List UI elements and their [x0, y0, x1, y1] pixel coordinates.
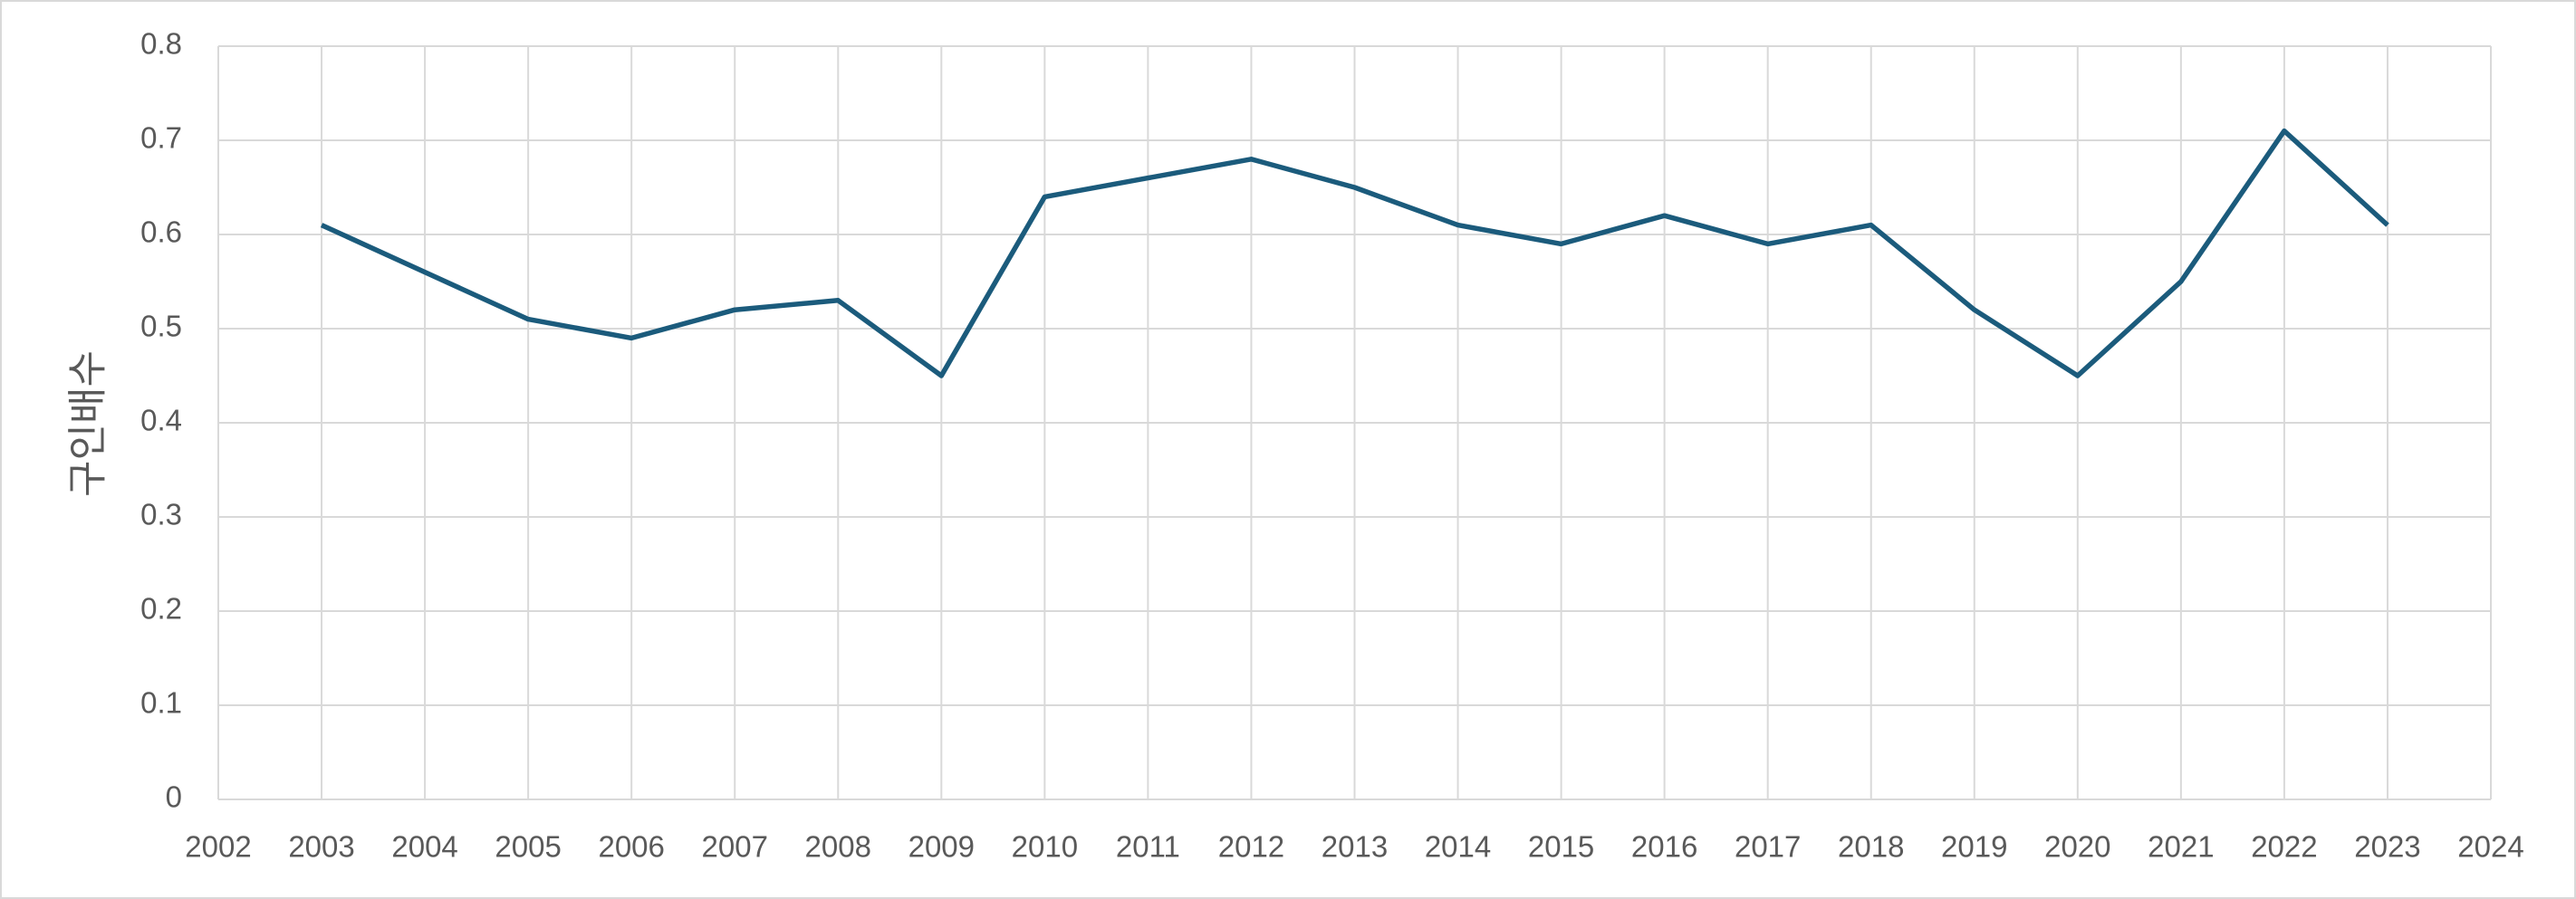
y-tick-label: 0	[166, 780, 182, 814]
x-tick-label: 2013	[1322, 830, 1388, 864]
x-tick-label: 2016	[1631, 830, 1697, 864]
x-tick-label: 2015	[1528, 830, 1594, 864]
y-tick-label: 0.6	[140, 215, 182, 249]
x-tick-label: 2011	[1116, 830, 1180, 864]
x-tick-label: 2017	[1735, 830, 1801, 864]
x-tick-label: 2022	[2251, 830, 2317, 864]
x-tick-label: 2005	[495, 830, 561, 864]
x-tick-label: 2020	[2044, 830, 2110, 864]
y-tick-label: 0.1	[140, 686, 182, 720]
x-tick-label: 2008	[805, 830, 871, 864]
x-tick-label: 2003	[288, 830, 354, 864]
x-tick-label: 2023	[2354, 830, 2420, 864]
x-tick-label: 2002	[185, 830, 251, 864]
x-tick-label: 2012	[1218, 830, 1284, 864]
y-tick-label: 0.8	[140, 27, 182, 61]
data-line	[320, 128, 2389, 378]
x-tick-label: 2014	[1425, 830, 1491, 864]
y-tick-label: 0.4	[140, 404, 182, 437]
x-tick-label: 2007	[702, 830, 768, 864]
y-tick-label: 0.3	[140, 498, 182, 531]
x-tick-label: 2009	[908, 830, 975, 864]
y-tick-label: 0.2	[140, 592, 182, 626]
x-tick-label: 2010	[1012, 830, 1078, 864]
y-tick-label: 0.7	[140, 121, 182, 155]
x-tick-label: 2018	[1838, 830, 1904, 864]
y-axis-label: 구인배수	[66, 350, 111, 497]
y-tick-label: 0.5	[140, 310, 182, 343]
x-tick-label: 2006	[598, 830, 664, 864]
x-tick-label: 2004	[391, 830, 457, 864]
x-tick-label: 2024	[2457, 830, 2523, 864]
x-tick-label: 2021	[2148, 830, 2214, 864]
x-tick-label: 2019	[1941, 830, 2007, 864]
